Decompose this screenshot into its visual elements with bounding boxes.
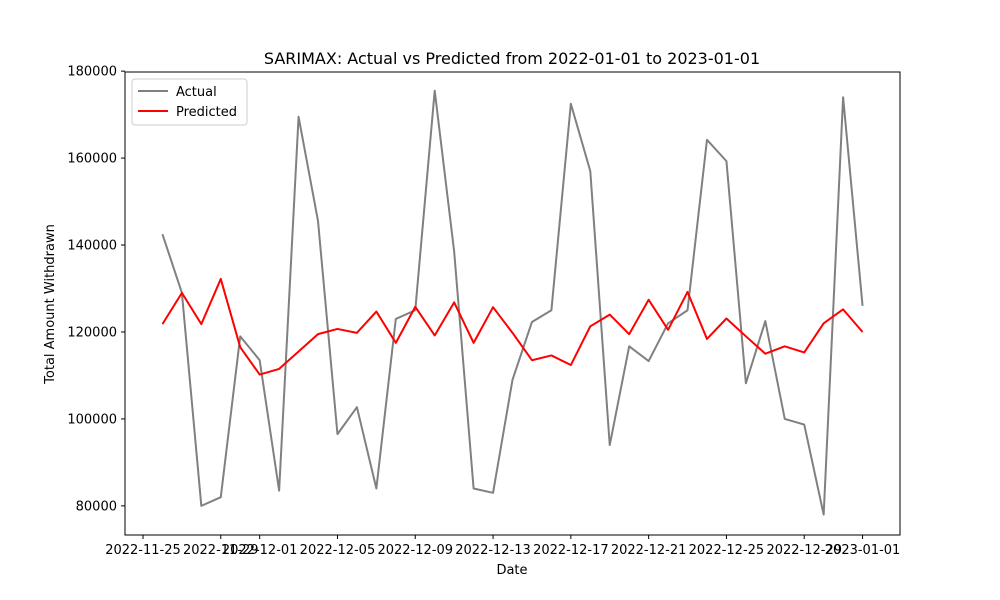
x-tick-label: 2022-12-05 [300, 543, 376, 558]
x-tick-label: 2022-11-25 [105, 543, 181, 558]
y-tick-label: 120000 [67, 325, 117, 340]
y-tick-label: 80000 [76, 499, 117, 514]
y-tick-label: 160000 [67, 152, 117, 167]
x-tick-label: 2022-12-13 [455, 543, 531, 558]
x-tick-label: 2022-12-21 [611, 543, 687, 558]
legend-label-actual: Actual [176, 85, 217, 100]
y-tick-label: 140000 [67, 239, 117, 254]
x-tick-label: 2022-12-17 [533, 543, 609, 558]
x-tick-label: 2023-01-01 [825, 543, 901, 558]
series-layer [161, 89, 864, 516]
y-axis-label: Total Amount Withdrawn [43, 224, 58, 385]
plot-area [124, 71, 901, 536]
x-axis-label: Date [496, 563, 527, 578]
x-tick-label: 2022-12-01 [222, 543, 298, 558]
y-tick-label: 180000 [67, 65, 117, 80]
chart-title: SARIMAX: Actual vs Predicted from 2022-0… [264, 49, 760, 68]
legend-label-predicted: Predicted [176, 105, 237, 120]
x-tick-label: 2022-12-25 [689, 543, 765, 558]
series-line-predicted [161, 277, 864, 376]
series-line-actual [161, 89, 864, 516]
y-tick-label: 100000 [67, 412, 117, 427]
legend: Actual Predicted [131, 78, 248, 126]
x-tick-label: 2022-12-29 [766, 543, 842, 558]
x-tick-label: 2022-11-29 [183, 543, 259, 558]
y-axis: 80000 100000 120000 140000 160000 180000 [67, 65, 125, 514]
plot-frame [124, 71, 901, 536]
x-tick-label: 2022-12-09 [377, 543, 453, 558]
